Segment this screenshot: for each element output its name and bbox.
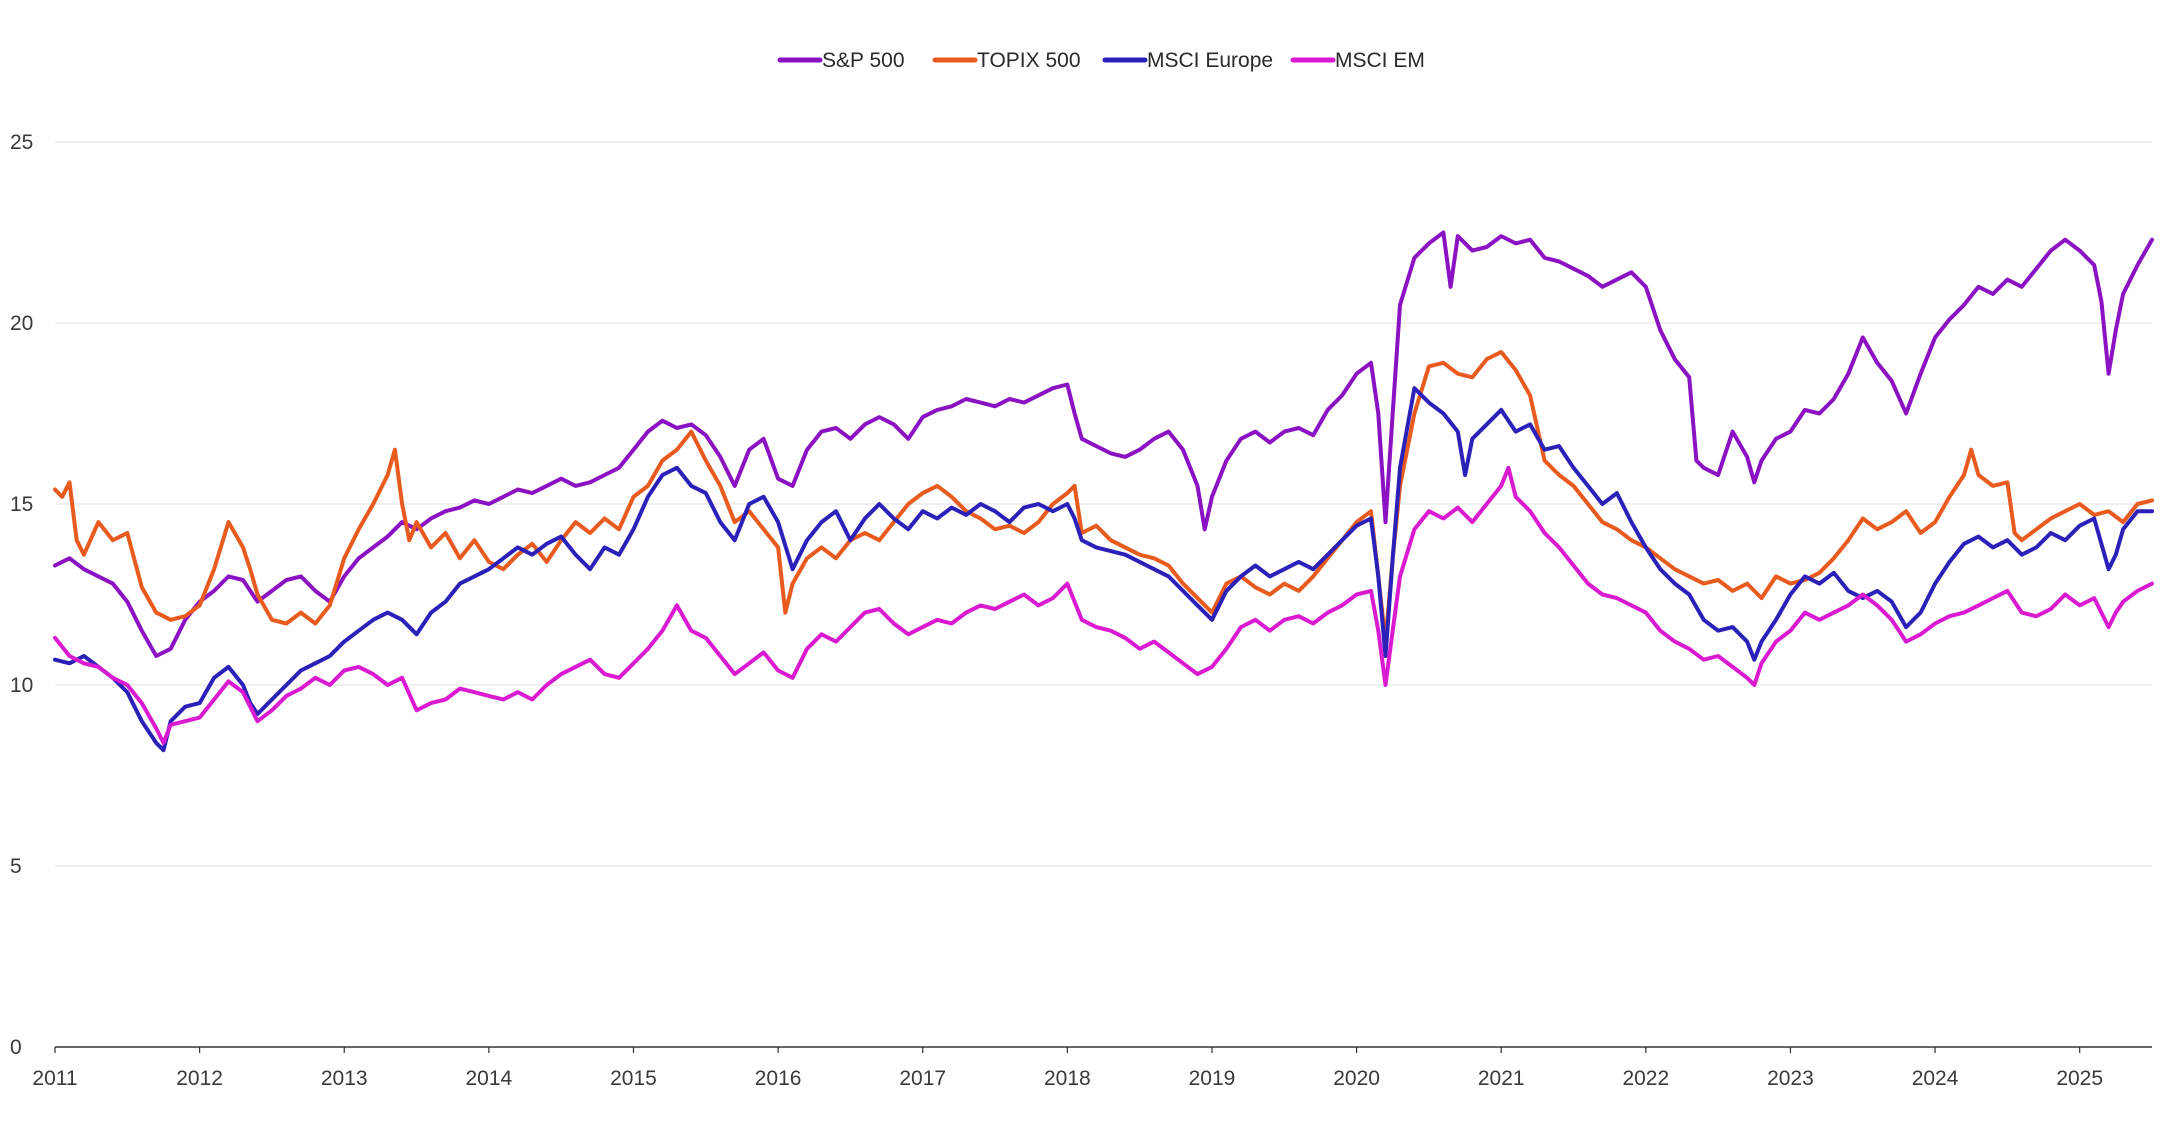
gridlines: [55, 141, 2152, 867]
legend-label: S&P 500: [822, 49, 905, 72]
legend: S&P 500 TOPIX 500 MSCI Europe MSCI EM: [777, 49, 1425, 72]
x-tick-label: 2022: [1622, 1067, 1669, 1090]
legend-label: MSCI EM: [1335, 49, 1425, 72]
x-tick-label: 2019: [1189, 1067, 1236, 1090]
x-tick-label: 2023: [1767, 1067, 1814, 1090]
x-tick-label: 2011: [32, 1067, 77, 1090]
x-axis-tick-labels: 2011 2012 2013 2014 2015 2016 2017 2018 2019 2020…: [32, 1047, 2103, 1090]
y-tick-label: 15: [10, 493, 33, 516]
y-axis-tick-labels: 0 5 10 15 20 25: [10, 131, 33, 1059]
x-tick-label: 2017: [899, 1067, 946, 1090]
y-tick-label: 5: [10, 855, 22, 878]
series-line-topix-500: [53, 350, 2154, 644]
y-tick-label: 10: [10, 674, 33, 697]
x-tick-label: 2018: [1044, 1067, 1091, 1090]
x-tick-label: 2025: [2056, 1067, 2103, 1090]
x-tick-label: 2013: [321, 1067, 368, 1090]
x-tick-label: 2015: [610, 1067, 657, 1090]
series-lines: [53, 230, 2154, 753]
series-line-s-p-500: [53, 230, 2154, 658]
x-tick-label: 2016: [755, 1067, 802, 1090]
x-tick-label: 2020: [1333, 1067, 1380, 1090]
y-tick-label: 25: [10, 131, 33, 154]
x-tick-label: 2024: [1912, 1067, 1959, 1090]
series-line-msci-em: [53, 465, 2154, 745]
y-tick-label: 20: [10, 312, 33, 335]
x-tick-label: 2021: [1478, 1067, 1525, 1090]
x-tick-label: 2014: [466, 1067, 513, 1090]
legend-label: TOPIX 500: [977, 49, 1081, 72]
series-line-msci-europe: [53, 386, 2154, 753]
legend-label: MSCI Europe: [1147, 49, 1273, 72]
y-tick-label: 0: [10, 1036, 22, 1059]
x-tick-label: 2012: [176, 1067, 223, 1090]
